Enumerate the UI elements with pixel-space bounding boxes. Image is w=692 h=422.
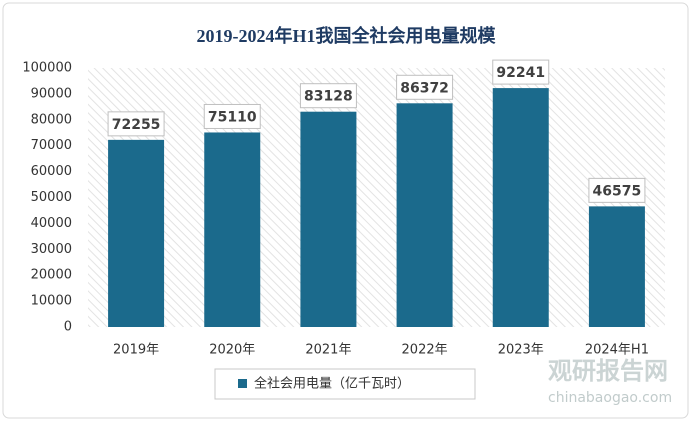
value-label-box <box>107 111 165 137</box>
value-label: 92241 <box>496 65 545 81</box>
value-label: 75110 <box>208 109 257 125</box>
y-tick-label: 20000 <box>31 268 72 283</box>
x-tick-label: 2019年 <box>113 343 159 358</box>
value-label: 83128 <box>304 89 353 105</box>
y-tick-label: 60000 <box>31 164 72 179</box>
legend-box <box>214 368 476 400</box>
bar <box>300 111 357 327</box>
value-label-box <box>588 177 646 203</box>
chart-title: 2019-2024年H1我国全社会用电量规模 <box>197 25 497 46</box>
y-tick-label: 80000 <box>31 112 72 127</box>
bar <box>492 88 549 327</box>
x-tick-label: 2023年 <box>498 343 544 358</box>
x-tick-label: 2022年 <box>402 343 448 358</box>
value-label: 46575 <box>593 183 642 199</box>
y-tick-label: 30000 <box>31 242 72 257</box>
y-tick-label: 90000 <box>31 86 72 101</box>
bar <box>588 206 645 327</box>
watermark-name: 观研报告网 <box>548 357 668 385</box>
y-tick-label: 50000 <box>31 190 72 205</box>
value-label-box <box>203 103 261 129</box>
value-label: 72255 <box>112 117 161 133</box>
watermark-url: chinabaogao.com <box>548 390 672 406</box>
y-tick-label: 0 <box>64 320 72 335</box>
y-tick-label: 10000 <box>31 294 72 309</box>
legend-label: 全社会用电量（亿千瓦时） <box>254 376 410 392</box>
x-tick-label: 2021年 <box>305 343 351 358</box>
x-tick-label: 2020年 <box>209 343 255 358</box>
x-tick-label: 2024年H1 <box>585 343 649 358</box>
bar <box>108 139 165 327</box>
value-label: 86372 <box>400 80 449 96</box>
bar <box>204 132 261 327</box>
value-label-box <box>396 74 454 100</box>
value-label-box <box>492 59 550 85</box>
plot-area <box>88 68 665 327</box>
legend-swatch <box>238 379 247 388</box>
y-tick-label: 40000 <box>31 216 72 231</box>
y-tick-label: 70000 <box>31 138 72 153</box>
bar <box>396 103 453 328</box>
value-label-box <box>299 83 357 109</box>
y-tick-label: 100000 <box>22 61 72 76</box>
